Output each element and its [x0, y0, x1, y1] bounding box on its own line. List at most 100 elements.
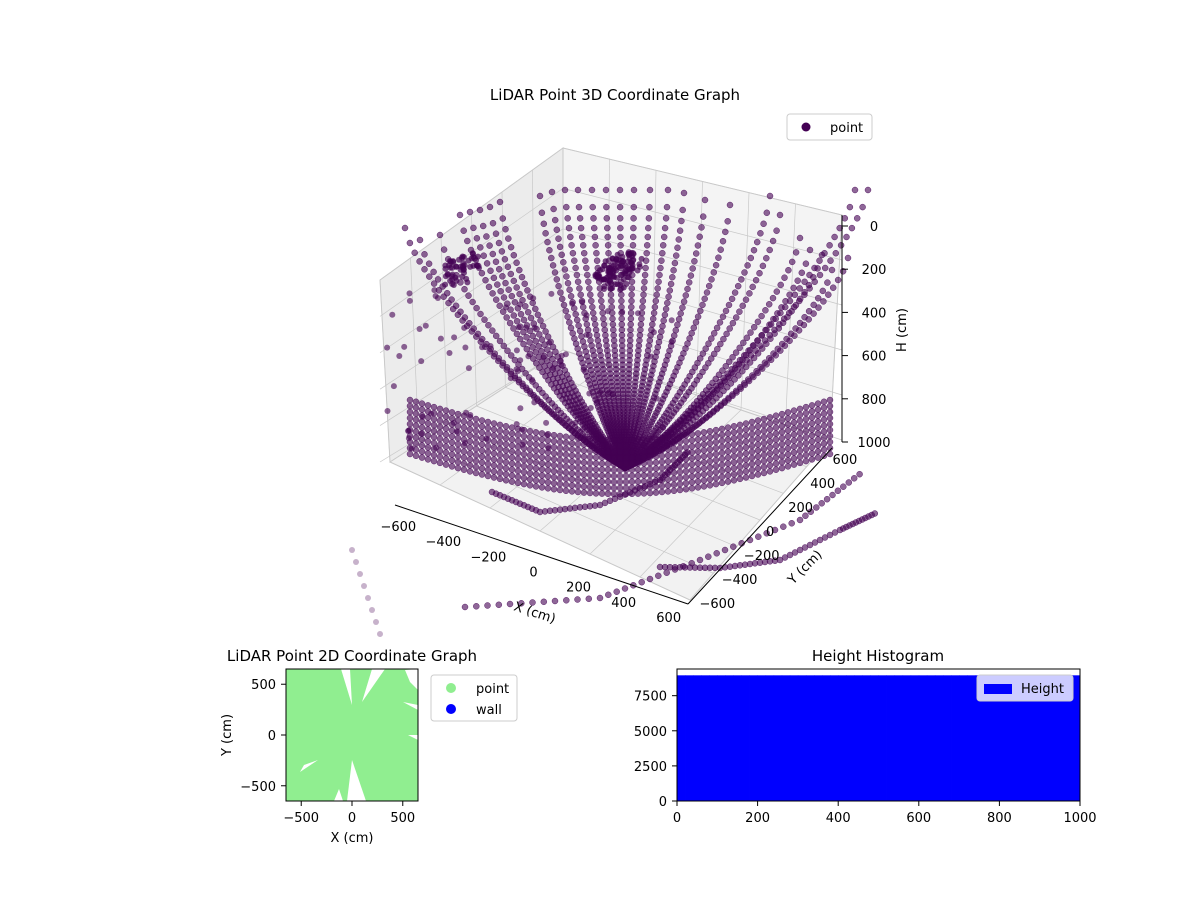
scatter-point — [430, 280, 438, 287]
scatter-point — [706, 440, 714, 447]
scatter-point — [766, 432, 774, 439]
scatter-point — [609, 269, 616, 276]
scatter-point — [827, 257, 834, 264]
scatter-point — [748, 418, 756, 426]
scatter-point — [491, 350, 499, 357]
scatter-point — [663, 203, 671, 211]
scatter-point — [532, 305, 539, 313]
scatter-point — [713, 386, 721, 394]
scatter-point — [718, 443, 726, 451]
scatter-point — [588, 297, 595, 305]
scatter-point — [526, 446, 534, 453]
scatter-point — [406, 239, 414, 247]
scatter-point — [707, 355, 715, 362]
scatter-point — [754, 441, 762, 448]
scatter-point — [460, 448, 468, 455]
scatter-point — [515, 376, 522, 384]
scatter-point — [483, 260, 491, 267]
scatter-point — [507, 368, 515, 375]
scatter-point — [612, 258, 618, 265]
scatter-point — [688, 467, 696, 474]
scatter-point — [808, 414, 816, 421]
scatter-point — [412, 416, 420, 424]
scatter-point — [722, 307, 730, 315]
scatter-point — [373, 619, 379, 625]
scatter-point — [513, 284, 520, 291]
scatter-point — [820, 434, 828, 442]
scatter-point — [496, 427, 504, 435]
scatter-point — [461, 314, 469, 321]
scatter-point — [718, 467, 726, 475]
scatter-point — [484, 454, 492, 462]
scatter-point — [694, 454, 702, 461]
scatter-point — [656, 333, 664, 341]
scatter-point — [754, 435, 762, 442]
scatter-point — [562, 439, 570, 447]
scatter-point — [562, 307, 570, 315]
scatter-point — [573, 316, 581, 324]
scatter-point — [806, 285, 813, 292]
scatter-point — [718, 449, 726, 457]
scatter-point — [562, 481, 570, 489]
scatter-point — [424, 432, 432, 439]
scatter-point — [538, 448, 546, 455]
legend-2d-marker-wall — [446, 704, 456, 714]
scatter-point — [484, 448, 492, 456]
scatter-point — [684, 449, 691, 456]
scatter-point — [786, 337, 793, 345]
y-tick-label-3d: 0 — [766, 525, 774, 540]
scatter-point — [408, 445, 415, 452]
scatter-point — [513, 259, 520, 267]
scatter-point — [601, 326, 608, 334]
scatter-point — [859, 203, 866, 211]
scatter-point — [781, 274, 788, 281]
scatter-point — [834, 487, 842, 495]
scatter-point — [736, 421, 744, 429]
scatter-point — [680, 189, 688, 197]
scatter-point — [566, 319, 573, 326]
scatter-point — [526, 458, 534, 465]
scatter-point — [490, 432, 498, 439]
scatter-point — [736, 451, 744, 459]
scatter-point — [531, 399, 538, 406]
scatter-point — [591, 233, 599, 241]
scatter-point — [730, 477, 738, 484]
scatter-point — [792, 249, 800, 256]
scatter-point — [532, 447, 540, 454]
scatter-point — [780, 523, 787, 530]
scatter-point — [454, 458, 462, 466]
scatter-point — [640, 285, 648, 292]
scatter-point — [682, 479, 690, 487]
scatter-point — [416, 326, 423, 332]
grid-line — [379, 279, 391, 463]
scatter-point — [628, 454, 636, 462]
scatter-point — [752, 347, 759, 354]
scatter-point — [513, 317, 521, 325]
scatter-point — [652, 297, 660, 305]
scatter-point — [766, 462, 774, 469]
scatter-point — [736, 308, 743, 315]
legend-2d-marker-point — [446, 683, 456, 693]
scatter-point — [502, 453, 510, 460]
scatter-point — [568, 440, 576, 447]
scatter-point — [630, 224, 637, 232]
scatter-point — [544, 437, 552, 444]
scatter-point — [748, 448, 756, 456]
scatter-point — [523, 334, 530, 341]
scatter-point — [653, 291, 660, 299]
scatter-point — [820, 404, 828, 412]
z-tick-label-3d: 0 — [870, 220, 878, 235]
scatter-point — [418, 424, 426, 431]
scatter-point — [442, 425, 450, 432]
scatter-point — [406, 297, 413, 304]
scatter-point — [480, 252, 487, 259]
scatter-point — [832, 249, 840, 257]
scatter-point — [816, 257, 823, 264]
scatter-point — [628, 448, 636, 456]
scatter-point — [406, 414, 414, 422]
scatter-point — [560, 259, 567, 266]
scatter-point — [520, 328, 527, 336]
legend-2d-label-point: point — [476, 682, 509, 697]
scatter-point — [572, 311, 579, 318]
histogram-bar — [886, 675, 896, 801]
